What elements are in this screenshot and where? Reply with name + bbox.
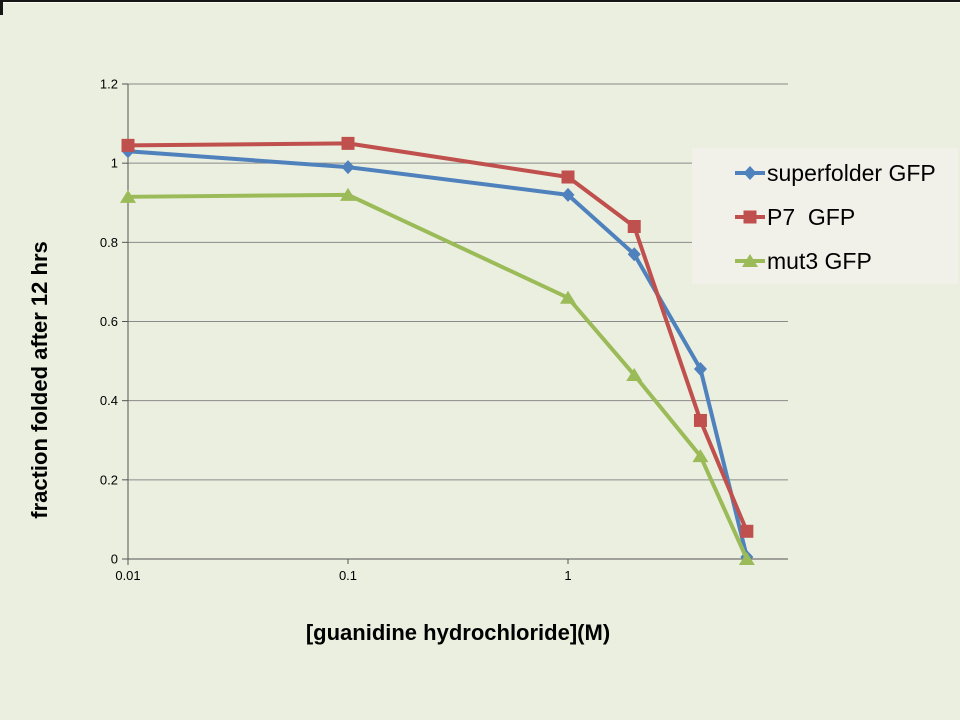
legend-item-p7-gfp: P7 GFP xyxy=(735,204,855,230)
data-point-mut3-gfp xyxy=(738,552,755,565)
y-tick-label: 0.6 xyxy=(100,314,118,329)
legend-marker-diamond xyxy=(743,166,757,180)
y-tick-label: 0 xyxy=(111,552,118,567)
legend-item-mut3-gfp: mut3 GFP xyxy=(735,248,872,274)
legend-marker-triangle xyxy=(742,254,758,267)
data-point-p7-gfp xyxy=(627,220,641,233)
data-point-superfolder-gfp xyxy=(627,247,641,262)
y-axis-title: fraction folded after 12 hrs xyxy=(27,241,52,519)
data-point-mut3-gfp xyxy=(120,189,136,203)
series-p7-gfp xyxy=(121,136,754,538)
series-mut3-gfp xyxy=(120,187,755,565)
y-tick-label: 1.2 xyxy=(100,77,118,92)
data-point-p7-gfp xyxy=(561,170,575,184)
series-line-mut3-gfp xyxy=(126,192,749,561)
data-point-p7-gfp xyxy=(740,524,754,538)
series-line-p7-gfp xyxy=(126,141,749,534)
legend-label: superfolder GFP xyxy=(767,160,936,186)
data-point-mut3-gfp xyxy=(692,449,709,463)
data-point-superfolder-gfp xyxy=(341,160,355,175)
x-tick-label: 0.1 xyxy=(339,568,357,583)
data-point-mut3-gfp xyxy=(560,290,576,304)
x-tick-label: 0.01 xyxy=(115,568,140,583)
data-point-superfolder-gfp xyxy=(561,187,575,202)
y-tick-label: 0.2 xyxy=(100,472,118,487)
data-point-superfolder-gfp xyxy=(693,362,707,376)
data-point-p7-gfp xyxy=(121,138,135,152)
screen-top-edge-artifact xyxy=(0,0,960,2)
legend-label: P7 GFP xyxy=(767,204,855,230)
series-line-superfolder-gfp xyxy=(126,149,749,560)
x-axis-title: [guanidine hydrochloride](M) xyxy=(306,620,610,645)
data-point-mut3-gfp xyxy=(626,367,643,381)
legend-item-superfolder-gfp: superfolder GFP xyxy=(735,160,936,186)
x-tick-label: 1 xyxy=(564,568,571,583)
data-point-p7-gfp xyxy=(693,413,707,427)
y-tick-label: 0.8 xyxy=(100,235,118,250)
y-tick-label: 0.4 xyxy=(100,393,118,408)
screen-corner-artifact xyxy=(0,0,3,15)
series-superfolder-gfp xyxy=(121,144,754,565)
legend: superfolder GFP P7 GFP mut3 GFP xyxy=(692,148,958,284)
screen-top-edge-highlight xyxy=(0,2,960,3)
y-tick-label: 1 xyxy=(111,156,118,171)
data-point-mut3-gfp xyxy=(340,187,356,201)
legend-label: mut3 GFP xyxy=(767,248,872,274)
legend-marker-square xyxy=(743,210,757,224)
data-point-p7-gfp xyxy=(341,136,355,150)
